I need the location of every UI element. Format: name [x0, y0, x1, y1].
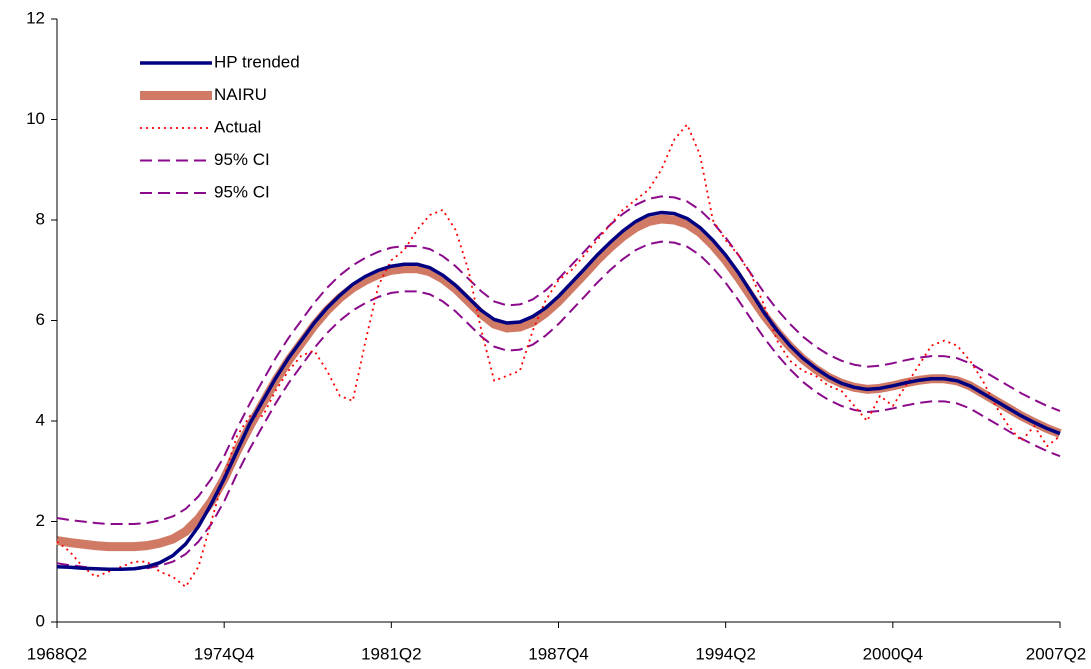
legend-label: NAIRU — [214, 85, 267, 104]
x-tick-label: 2007Q2 — [1026, 644, 1087, 663]
y-tick-label: 6 — [36, 310, 45, 329]
y-tick-label: 4 — [36, 410, 45, 429]
x-tick-label: 1987Q4 — [528, 644, 589, 663]
x-tick-label: 1974Q4 — [194, 644, 255, 663]
legend-label: Actual — [214, 117, 261, 136]
series-line — [56, 240, 1061, 571]
x-tick-label: 2000Q4 — [863, 644, 924, 663]
series-line — [56, 123, 1061, 588]
legend-label: 95% CI — [214, 182, 270, 201]
y-tick-label: 2 — [36, 511, 45, 530]
x-tick-label: 1994Q2 — [695, 644, 756, 663]
legend-label: HP trended — [214, 52, 300, 71]
x-tick-label: 1968Q2 — [27, 644, 88, 663]
x-tick-label: 1981Q2 — [361, 644, 422, 663]
y-tick-label: 12 — [26, 8, 45, 27]
series-line — [56, 195, 1061, 526]
y-tick-label: 10 — [26, 109, 45, 128]
legend-label: 95% CI — [214, 150, 270, 169]
series-line — [56, 210, 1061, 571]
y-tick-label: 8 — [36, 209, 45, 228]
y-tick-label: 0 — [36, 611, 45, 630]
